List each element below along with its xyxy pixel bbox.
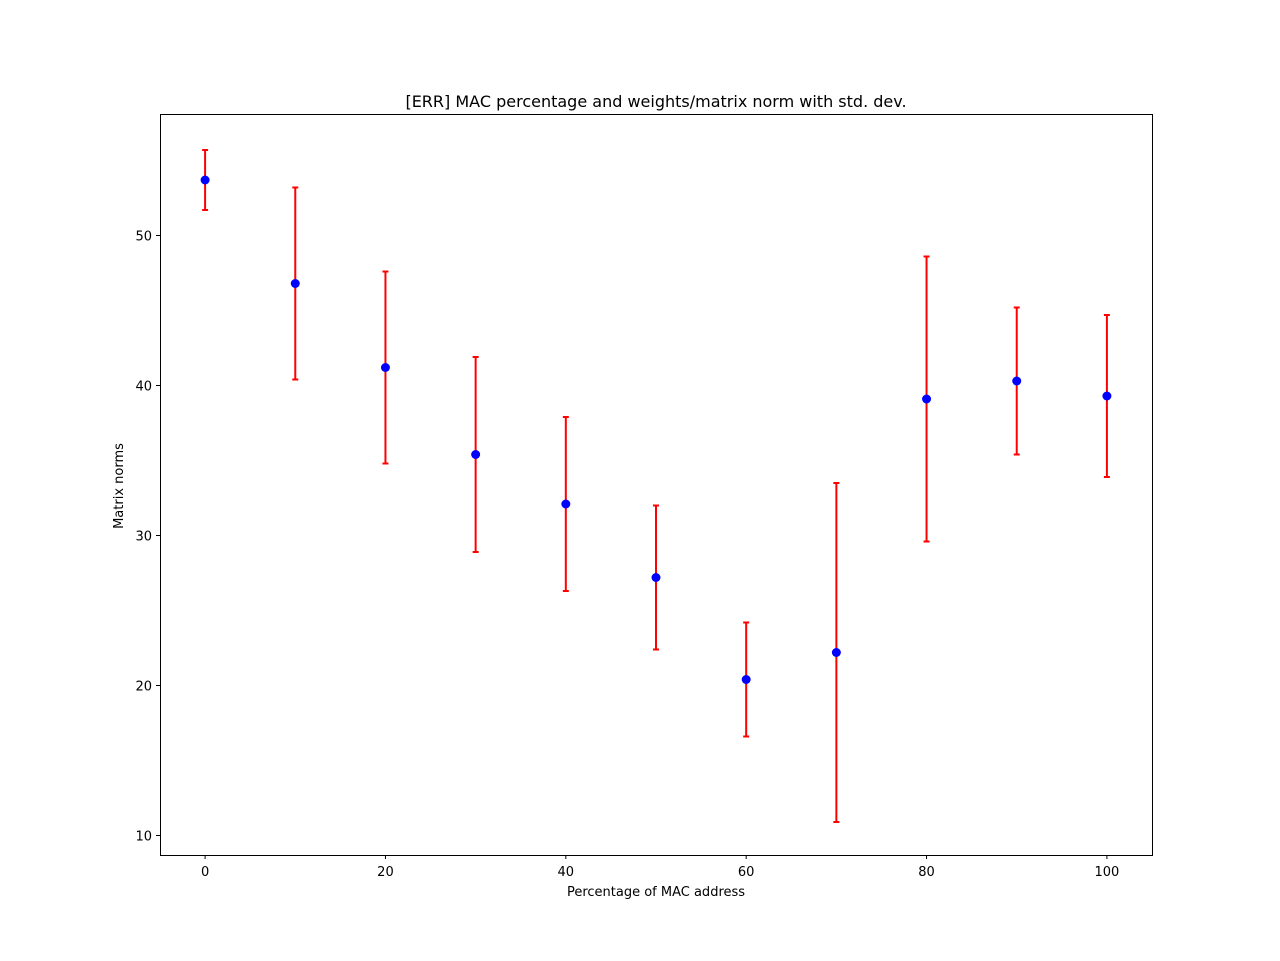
x-tick-label: 40 — [558, 865, 575, 880]
data-point — [1102, 391, 1112, 401]
x-tick-label: 100 — [1094, 865, 1119, 880]
x-tick-label: 80 — [918, 865, 935, 880]
y-axis-label: Matrix norms — [112, 443, 127, 529]
data-marks — [200, 149, 1112, 823]
data-point — [290, 279, 300, 288]
y-tick-label: 40 — [135, 380, 152, 395]
data-point — [561, 499, 571, 509]
x-axis-label: Percentage of MAC address — [567, 885, 745, 900]
data-point — [922, 394, 932, 404]
data-point — [471, 450, 481, 459]
y-tick-label: 30 — [135, 530, 152, 545]
x-tick-label: 20 — [377, 865, 394, 880]
data-point — [651, 573, 661, 582]
data-point — [380, 363, 390, 372]
x-tick-label: 0 — [201, 865, 209, 880]
chart-title: [ERR] MAC percentage and weights/matrix … — [405, 92, 906, 111]
data-point — [200, 175, 210, 185]
y-tick-label: 20 — [135, 680, 152, 695]
axis-ticks: 0 20 40 60 80 100 10 20 30 40 50 — [135, 230, 1119, 881]
x-tick-label: 60 — [738, 865, 755, 880]
y-tick-label: 50 — [135, 230, 152, 245]
plot-frame — [160, 114, 1153, 856]
data-point — [1012, 376, 1022, 386]
data-point — [741, 675, 751, 684]
y-tick-label: 10 — [135, 830, 152, 845]
data-point — [831, 648, 841, 657]
